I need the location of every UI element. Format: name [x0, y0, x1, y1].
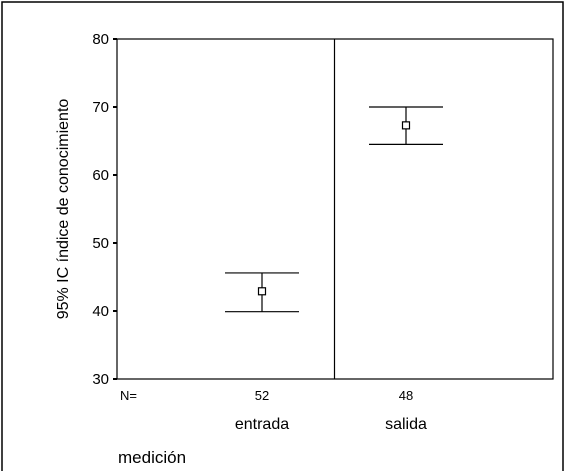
x-axis-title: medición — [118, 448, 186, 467]
y-tick-label: 70 — [92, 99, 109, 116]
y-tick-label: 30 — [92, 371, 109, 388]
y-tick-label: 60 — [92, 167, 109, 184]
n-value-entrada: 52 — [255, 388, 269, 403]
y-tick-label: 80 — [92, 31, 109, 48]
n-value-salida: 48 — [399, 388, 413, 403]
y-tick-label: 50 — [92, 235, 109, 252]
mean-marker — [257, 287, 267, 296]
mean-marker — [401, 121, 411, 130]
errorbar-marks — [225, 106, 443, 313]
category-label-salida: salida — [385, 416, 427, 433]
y-tick-label: 40 — [92, 303, 109, 320]
y-axis-ticks: 30 40 50 60 70 80 — [92, 31, 117, 388]
category-label-entrada: entrada — [235, 416, 289, 433]
n-label: N= — [120, 388, 137, 403]
y-axis-title: 95% IC índice de conocimiento — [55, 99, 72, 320]
